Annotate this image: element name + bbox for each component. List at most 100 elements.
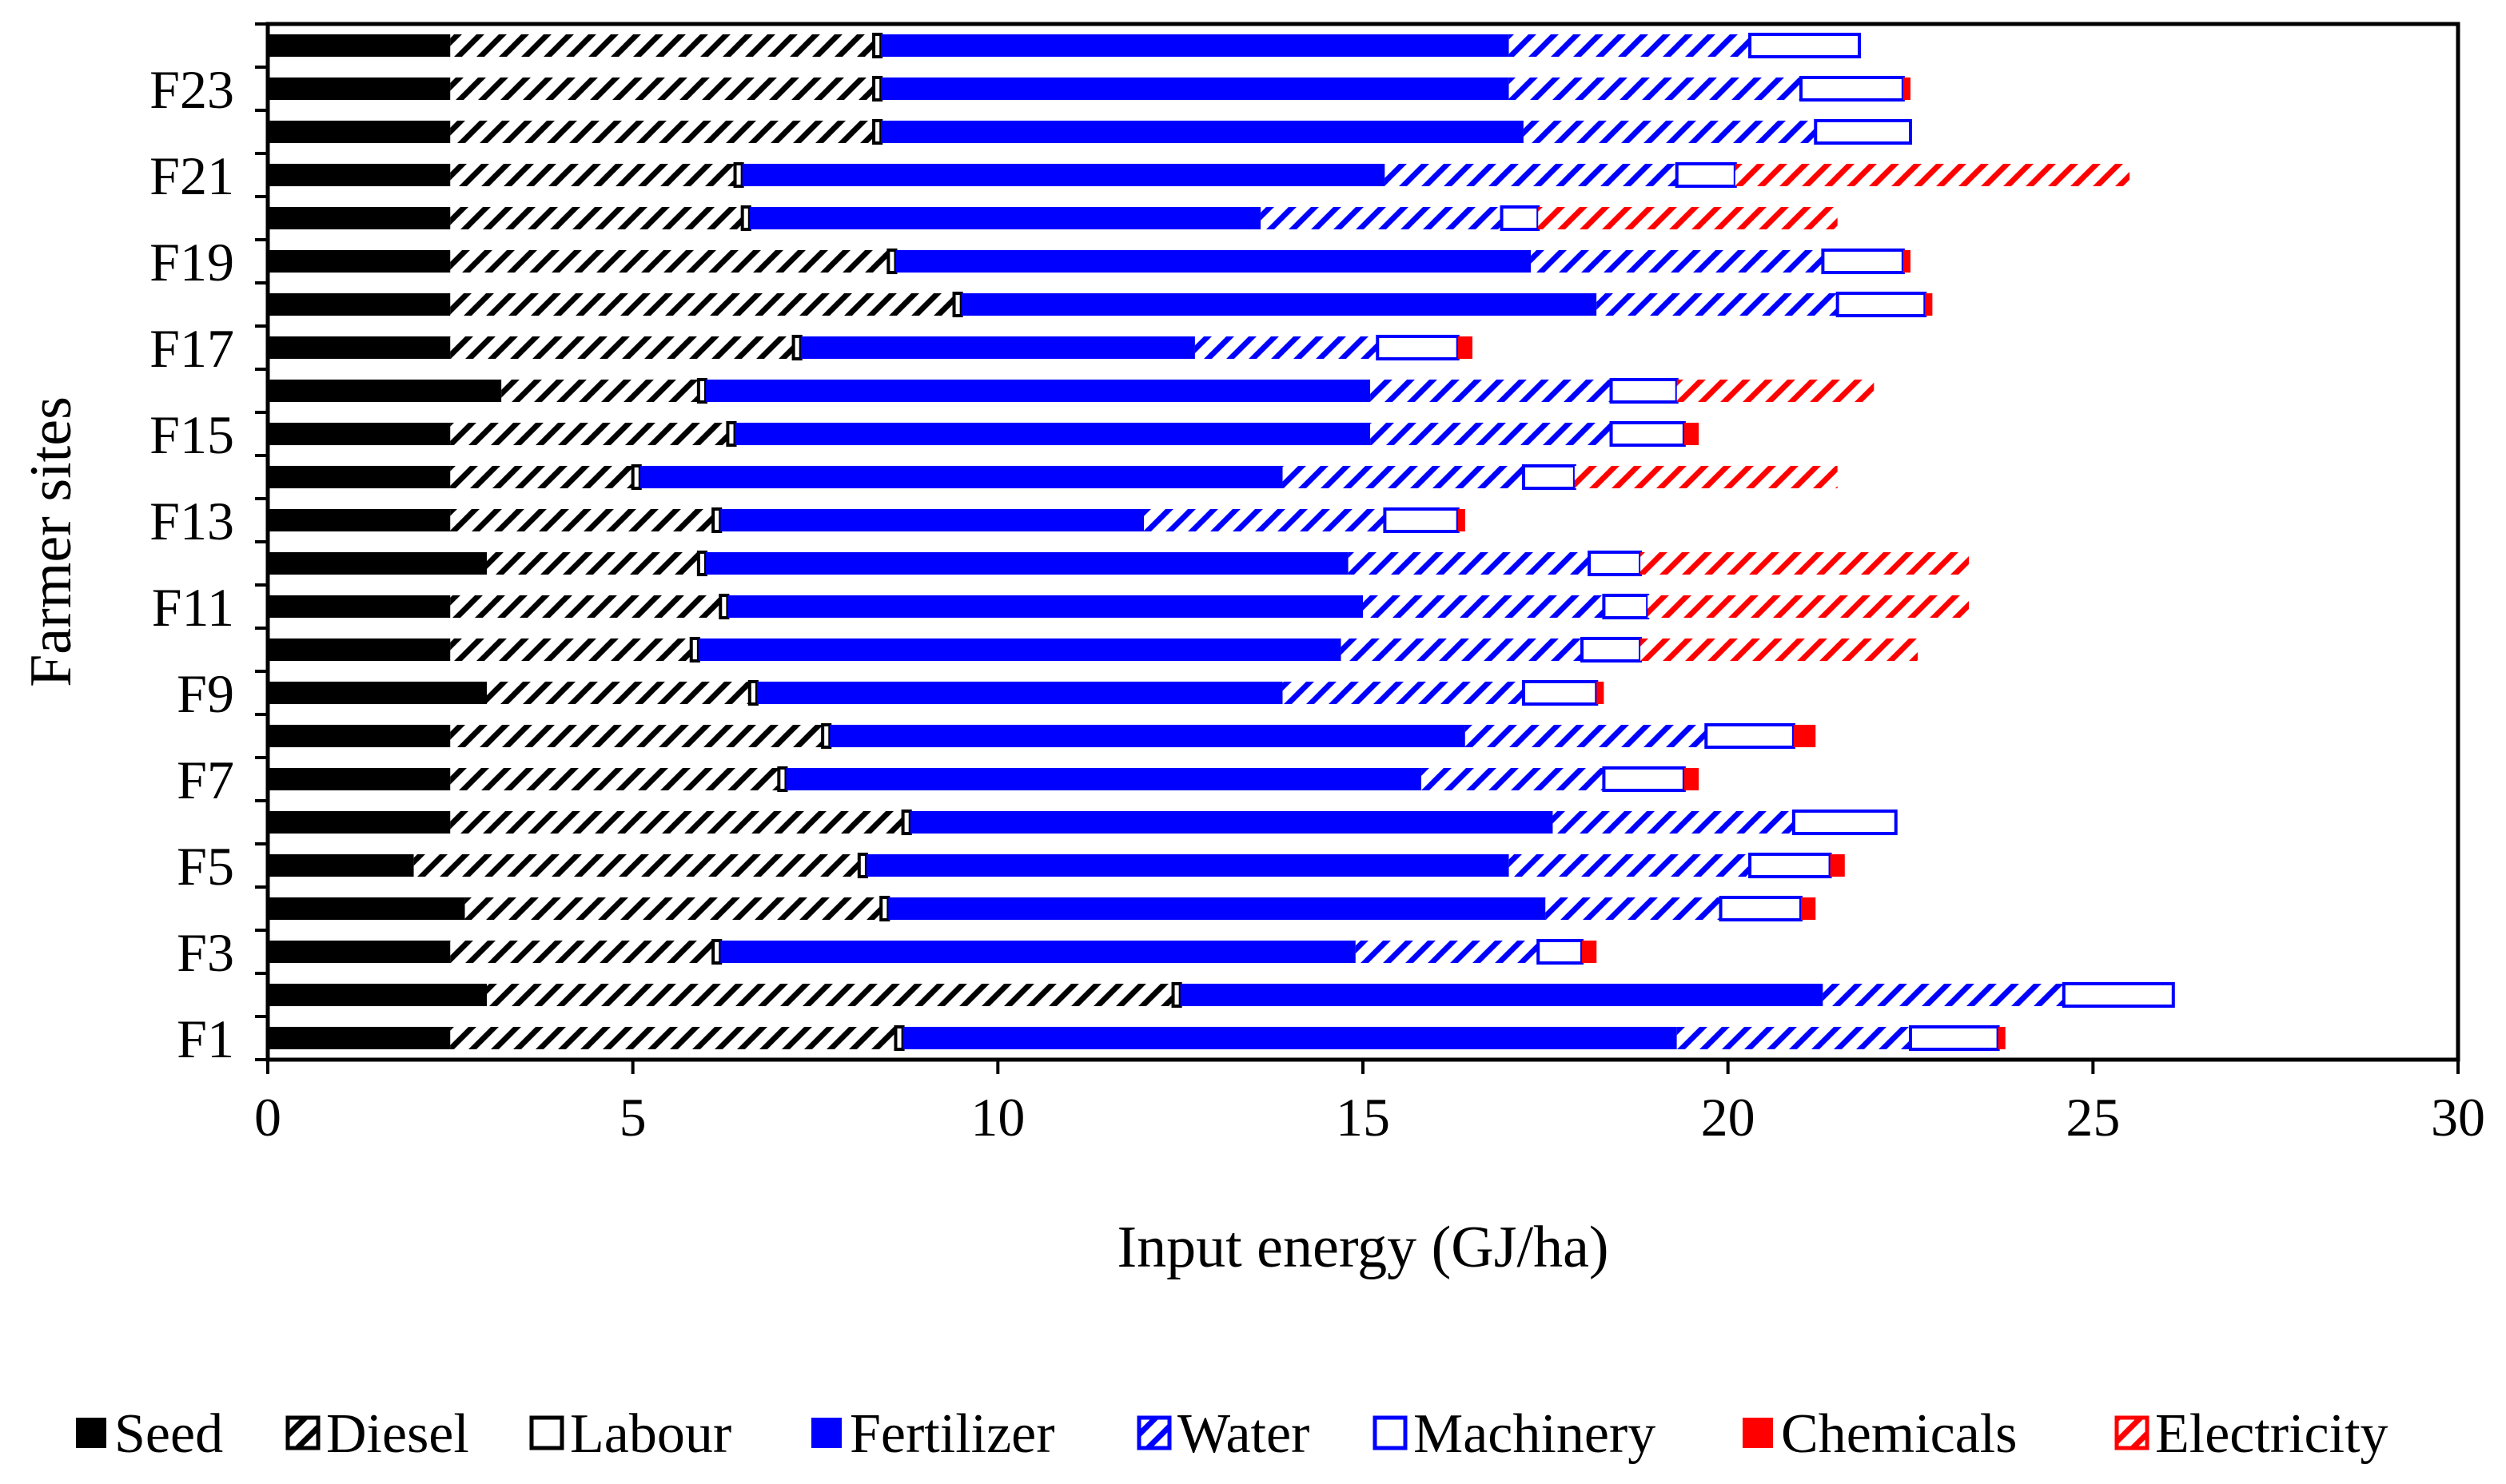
bar-f18-labour xyxy=(952,291,963,318)
bar-f21-water xyxy=(1384,163,1677,187)
bar-f16-labour xyxy=(696,377,707,404)
bar-f4-seed xyxy=(268,897,465,921)
legend-label-labour: Labour xyxy=(570,1403,731,1465)
bar-f2-labour xyxy=(1171,981,1182,1009)
bar-f6-seed xyxy=(268,810,451,834)
bar-f9-labour xyxy=(747,679,759,706)
legend-swatch-electricity xyxy=(2114,1415,2149,1450)
bar-f5-machinery xyxy=(1748,852,1832,879)
bar-f20-diesel xyxy=(450,206,743,230)
bar-f8-fertilizer xyxy=(830,724,1465,748)
bar-f8-chemicals xyxy=(1793,724,1816,748)
bar-f16-electricity xyxy=(1676,379,1875,403)
bar-f23-diesel xyxy=(450,77,875,101)
bar-f22-water xyxy=(1523,120,1816,144)
y-tick-label-f5: F5 xyxy=(177,836,234,897)
y-tick-label-f17: F17 xyxy=(149,318,234,379)
bar-f19-chemicals xyxy=(1902,249,1910,273)
bar-f1-seed xyxy=(268,1026,451,1050)
y-tick-label-f19: F19 xyxy=(149,232,234,292)
legend-swatch-labour xyxy=(529,1415,564,1450)
bar-f19-labour xyxy=(886,248,898,275)
bar-f18-seed xyxy=(268,292,451,316)
bar-f24-machinery xyxy=(1748,32,1862,59)
bar-f1-chemicals xyxy=(1998,1026,2006,1050)
bar-f7-fertilizer xyxy=(786,767,1422,791)
bar-f12-machinery xyxy=(1588,550,1643,577)
bar-f11-machinery xyxy=(1602,593,1650,620)
bar-f18-water xyxy=(1596,292,1838,316)
bar-f23-chemicals xyxy=(1902,77,1910,101)
bar-f8-water xyxy=(1464,724,1707,748)
bar-f13-labour xyxy=(711,507,723,534)
y-tick-label-f3: F3 xyxy=(177,922,234,983)
bar-f17-fertilizer xyxy=(800,336,1195,360)
bar-f17-seed xyxy=(268,336,451,360)
bar-f15-water xyxy=(1370,422,1612,446)
bar-f15-labour xyxy=(726,420,737,448)
bar-f11-diesel xyxy=(450,595,721,619)
bar-f10-machinery xyxy=(1580,636,1643,663)
bar-f3-water xyxy=(1355,940,1539,964)
bar-f14-electricity xyxy=(1574,465,1838,489)
bar-f6-labour xyxy=(901,809,912,836)
bar-f16-fertilizer xyxy=(706,379,1371,403)
bar-f20-labour xyxy=(740,205,751,232)
bar-f23-machinery xyxy=(1799,75,1905,102)
bar-f22-machinery xyxy=(1814,118,1912,145)
bar-f3-machinery xyxy=(1536,938,1584,965)
bar-f17-chemicals xyxy=(1457,336,1472,360)
y-tick-label-f23: F23 xyxy=(149,59,234,120)
bar-f13-diesel xyxy=(450,508,714,532)
bar-f15-fertilizer xyxy=(735,422,1371,446)
bar-f22-seed xyxy=(268,120,451,144)
bar-f20-fertilizer xyxy=(749,206,1261,230)
bar-f22-labour xyxy=(872,118,883,145)
bar-f6-fertilizer xyxy=(910,810,1553,834)
bar-f15-seed xyxy=(268,422,451,446)
bar-f1-water xyxy=(1676,1026,1910,1050)
bar-f2-diesel xyxy=(487,983,1173,1007)
bar-f17-diesel xyxy=(450,336,794,360)
bar-f3-seed xyxy=(268,940,451,964)
bar-f21-electricity xyxy=(1735,163,2130,187)
bar-f2-water xyxy=(1823,983,2064,1007)
legend-label-electricity: Electricity xyxy=(2155,1403,2388,1465)
legend-swatch-machinery xyxy=(1373,1415,1408,1450)
bar-f8-labour xyxy=(821,722,832,750)
y-axis-title: Farmer sites xyxy=(18,396,84,687)
bar-f18-chemicals xyxy=(1925,292,1933,316)
bar-f9-chemicals xyxy=(1596,681,1604,705)
legend-swatch-seed xyxy=(76,1418,106,1448)
x-tick-label-5: 5 xyxy=(620,1087,647,1148)
bar-f2-seed xyxy=(268,983,487,1007)
bar-f8-machinery xyxy=(1704,722,1795,750)
bar-f17-labour xyxy=(791,334,803,361)
bar-f10-fertilizer xyxy=(698,638,1341,662)
legend-label-chemicals: Chemicals xyxy=(1781,1403,2017,1465)
bar-f13-machinery xyxy=(1383,507,1460,534)
x-tick-label-15: 15 xyxy=(1336,1087,1390,1148)
bar-f11-seed xyxy=(268,595,451,619)
bar-f12-fertilizer xyxy=(706,551,1349,575)
x-axis: 0 5 10 15 20 25 30 xyxy=(254,1060,2485,1148)
bar-f24-diesel xyxy=(450,34,875,58)
bar-f11-fertilizer xyxy=(727,595,1363,619)
bar-f5-chemicals xyxy=(1830,853,1845,877)
bar-f14-fertilizer xyxy=(639,465,1283,489)
bar-f15-chemicals xyxy=(1683,422,1699,446)
legend-label-machinery: Machinery xyxy=(1413,1403,1655,1465)
bars-group xyxy=(268,32,2175,1052)
y-tick-label-f1: F1 xyxy=(177,1009,234,1069)
bar-f13-chemicals xyxy=(1457,508,1465,532)
bar-f10-seed xyxy=(268,638,451,662)
bar-f6-machinery xyxy=(1791,809,1898,836)
bar-f21-labour xyxy=(733,161,744,189)
bar-f11-water xyxy=(1363,595,1604,619)
bar-f21-fertilizer xyxy=(742,163,1385,187)
bar-f19-diesel xyxy=(450,249,889,273)
bar-f4-fertilizer xyxy=(888,897,1546,921)
bar-f19-water xyxy=(1531,249,1823,273)
bar-f7-machinery xyxy=(1602,766,1686,793)
